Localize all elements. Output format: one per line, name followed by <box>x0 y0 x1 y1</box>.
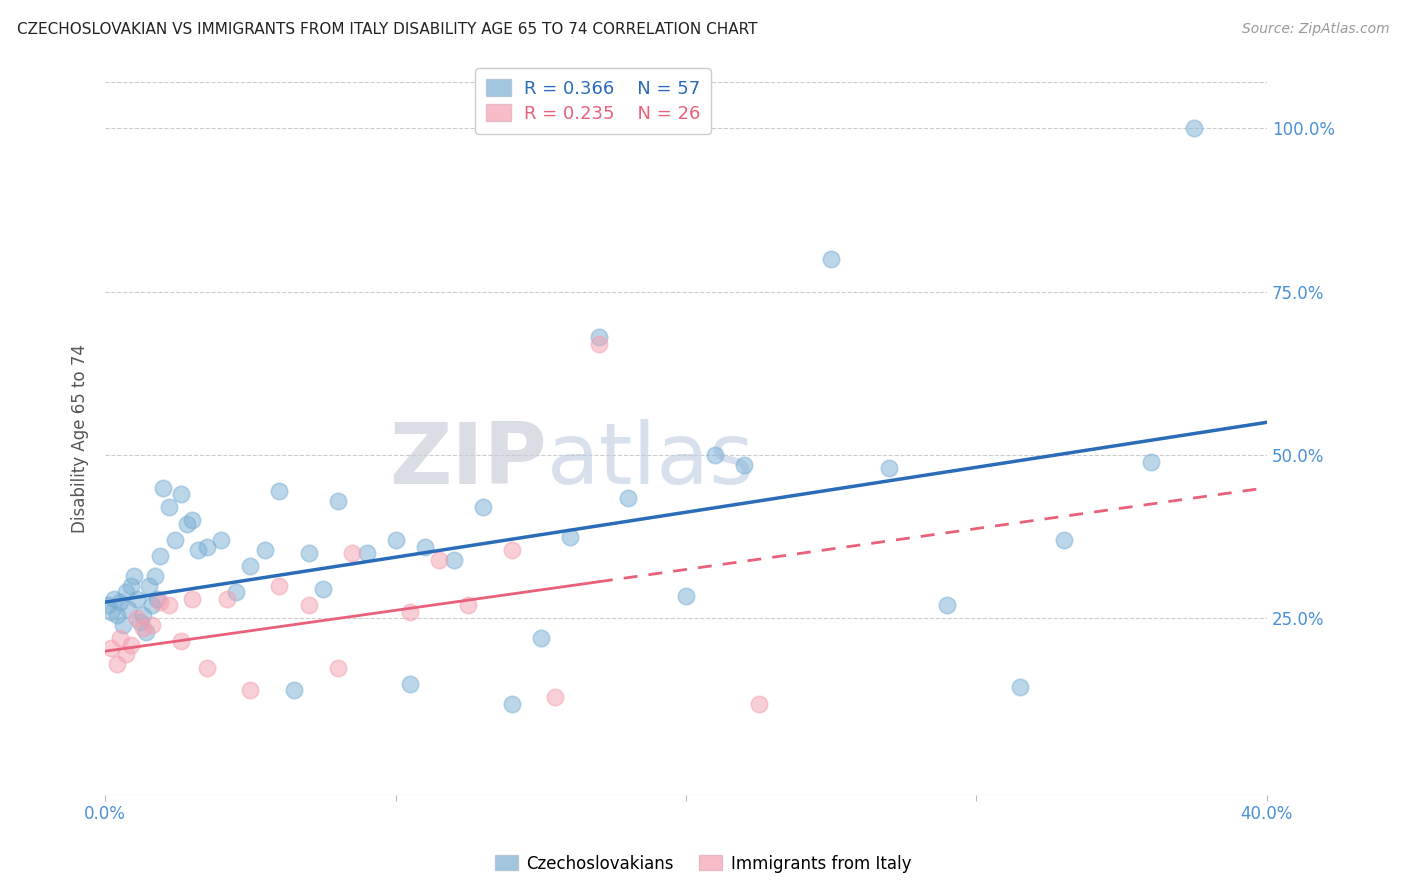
Point <box>127 591 149 606</box>
Y-axis label: Disability Age 65 to 74: Disability Age 65 to 74 <box>72 344 89 533</box>
Point <box>100 640 122 655</box>
Point <box>170 634 193 648</box>
Point <box>936 599 959 613</box>
Point <box>149 549 172 564</box>
Point <box>471 500 494 515</box>
Text: CZECHOSLOVAKIAN VS IMMIGRANTS FROM ITALY DISABILITY AGE 65 TO 74 CORRELATION CHA: CZECHOSLOVAKIAN VS IMMIGRANTS FROM ITALY… <box>17 22 758 37</box>
Point <box>149 595 172 609</box>
Point <box>443 552 465 566</box>
Point <box>127 611 149 625</box>
Legend: Czechoslovakians, Immigrants from Italy: Czechoslovakians, Immigrants from Italy <box>488 848 918 880</box>
Point <box>117 601 139 615</box>
Point <box>120 579 142 593</box>
Point <box>733 458 755 472</box>
Point <box>239 559 262 574</box>
Point <box>269 579 291 593</box>
Point <box>748 697 770 711</box>
Point <box>239 683 262 698</box>
Point <box>1139 454 1161 468</box>
Point <box>283 683 305 698</box>
Point <box>103 591 125 606</box>
Point <box>297 546 319 560</box>
Point <box>399 605 422 619</box>
Point <box>195 540 218 554</box>
Point <box>326 660 349 674</box>
Point <box>152 481 174 495</box>
Point <box>170 487 193 501</box>
Point <box>530 631 553 645</box>
Point <box>157 500 180 515</box>
Point <box>122 569 145 583</box>
Point <box>108 631 131 645</box>
Point <box>100 605 122 619</box>
Point <box>132 621 155 635</box>
Point <box>413 540 436 554</box>
Point <box>384 533 406 547</box>
Point <box>129 615 152 629</box>
Point <box>120 638 142 652</box>
Point <box>181 591 204 606</box>
Point <box>195 660 218 674</box>
Point <box>217 591 239 606</box>
Text: Source: ZipAtlas.com: Source: ZipAtlas.com <box>1241 22 1389 37</box>
Point <box>135 624 157 639</box>
Point <box>427 552 450 566</box>
Point <box>1052 533 1074 547</box>
Point <box>163 533 186 547</box>
Point <box>187 542 209 557</box>
Point <box>312 582 335 596</box>
Point <box>588 336 610 351</box>
Point <box>1008 680 1031 694</box>
Point <box>879 461 901 475</box>
Text: ZIP: ZIP <box>389 418 547 501</box>
Point <box>105 657 128 672</box>
Point <box>141 599 163 613</box>
Point <box>558 530 581 544</box>
Point <box>209 533 232 547</box>
Point <box>399 677 422 691</box>
Point <box>340 546 363 560</box>
Point <box>114 648 136 662</box>
Point <box>138 579 160 593</box>
Point <box>501 697 523 711</box>
Point <box>1182 121 1205 136</box>
Point <box>820 252 842 266</box>
Point <box>326 493 349 508</box>
Point <box>457 599 479 613</box>
Point <box>588 330 610 344</box>
Point <box>176 516 198 531</box>
Point <box>111 618 134 632</box>
Text: atlas: atlas <box>547 418 755 501</box>
Point <box>356 546 378 560</box>
Legend: R = 0.366    N = 57, R = 0.235    N = 26: R = 0.366 N = 57, R = 0.235 N = 26 <box>475 68 711 134</box>
Point <box>132 608 155 623</box>
Point <box>297 599 319 613</box>
Point <box>97 599 120 613</box>
Point <box>141 618 163 632</box>
Point <box>146 591 169 606</box>
Point <box>253 542 276 557</box>
Point <box>675 589 697 603</box>
Point <box>181 513 204 527</box>
Point <box>544 690 567 704</box>
Point <box>269 483 291 498</box>
Point <box>105 608 128 623</box>
Point <box>157 599 180 613</box>
Point <box>225 585 247 599</box>
Point <box>108 595 131 609</box>
Point <box>501 542 523 557</box>
Point <box>704 448 727 462</box>
Point <box>143 569 166 583</box>
Point <box>114 585 136 599</box>
Point <box>617 491 640 505</box>
